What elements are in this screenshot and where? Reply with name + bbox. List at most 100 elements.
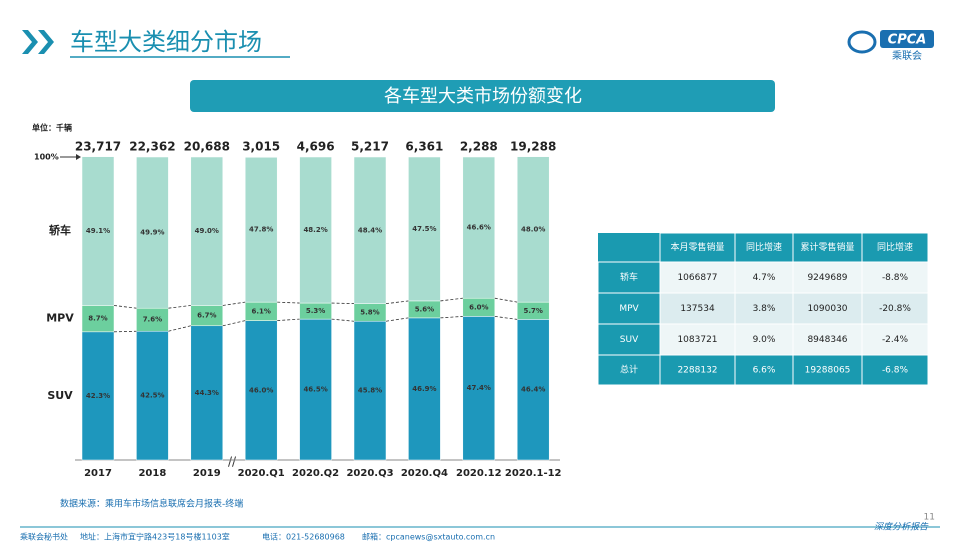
table-cell-text: 6.6% <box>753 366 776 376</box>
total-label: 3,015 <box>242 140 280 154</box>
connector <box>385 300 409 305</box>
data-label: 42.3% <box>86 392 110 400</box>
bar-segment <box>81 156 115 306</box>
table-cell-text: 总计 <box>620 364 638 376</box>
data-label: 48.0% <box>521 225 545 233</box>
page-number: 11 <box>924 513 935 523</box>
chart-title: 各车型大类市场份额变化 <box>384 86 582 107</box>
table-header-cell <box>861 232 929 263</box>
connector <box>113 305 137 309</box>
table-cell-text: -20.8% <box>879 304 911 314</box>
table-header: 本月零售销量 <box>670 241 724 253</box>
total-label: 2,288 <box>460 140 498 154</box>
series-label: MPV <box>46 312 74 325</box>
x-tick-label: 2020.Q2 <box>292 468 339 479</box>
data-label: 6.7% <box>197 312 216 320</box>
bar-segment <box>353 156 387 304</box>
table-cell-text: 137534 <box>680 304 715 314</box>
connector <box>113 330 137 333</box>
unit-label: 单位：千辆 <box>32 123 72 133</box>
data-label: 5.6% <box>415 305 434 313</box>
table-header-cell <box>659 232 736 263</box>
bar-segment <box>408 156 441 302</box>
footer-phone: 电话：021-52680968 <box>262 532 345 542</box>
data-label: 46.6% <box>467 224 491 232</box>
data-label: 5.8% <box>360 308 379 316</box>
bar-segment <box>244 157 278 303</box>
data-label: 47.4% <box>467 384 491 392</box>
connector <box>440 297 463 302</box>
table-cell-text: 轿车 <box>620 271 638 283</box>
table-header: 同比增速 <box>877 241 913 253</box>
table-header-cell <box>792 232 863 263</box>
table-cell <box>792 323 863 356</box>
table-cell <box>861 261 929 294</box>
x-tick-label: 2020.12 <box>456 468 502 479</box>
series-label: 轿车 <box>49 223 71 237</box>
data-label: 46.9% <box>412 385 436 393</box>
data-label: 45.8% <box>358 387 382 395</box>
logo-sub: 乘联会 <box>892 49 922 62</box>
connector <box>277 301 300 304</box>
total-label: 22,362 <box>129 140 175 154</box>
table-cell <box>597 354 661 386</box>
slide-title: 车型大类细分市场 <box>70 28 262 56</box>
total-label: 4,696 <box>297 140 335 154</box>
bar-segment <box>81 331 115 461</box>
connector <box>331 318 355 322</box>
data-label: 46.5% <box>303 386 327 394</box>
table-cell <box>659 261 736 294</box>
data-label: 47.8% <box>249 226 273 234</box>
x-tick-label: 2020.Q4 <box>401 468 448 479</box>
connector <box>168 305 191 309</box>
table-cell <box>792 354 863 386</box>
y-tick-label: 100% <box>34 153 59 162</box>
total-label: 20,688 <box>184 140 230 154</box>
table-cell <box>861 354 929 386</box>
bar-segment <box>244 320 278 461</box>
table-header: 同比增速 <box>746 241 782 253</box>
bar-segment <box>516 319 550 461</box>
data-label: 7.6% <box>143 316 162 324</box>
table-cell-text: 19288065 <box>805 366 851 376</box>
footer-address: 地址：上海市宜宁路423号18号楼1103室 <box>80 532 230 542</box>
bar-segment <box>136 330 169 461</box>
connector <box>222 301 246 306</box>
footer-org: 乘联会秘书处 <box>20 532 68 542</box>
table-header-cell <box>598 233 660 262</box>
x-tick-label: 2020.Q3 <box>346 468 393 479</box>
table-cell-text: 1066877 <box>677 273 717 283</box>
data-label: 44.3% <box>195 389 219 397</box>
total-label: 19,288 <box>510 140 556 154</box>
axis-break: // <box>228 455 237 469</box>
x-tick-label: 2018 <box>138 468 166 479</box>
logo-mark <box>847 30 877 54</box>
data-label: 49.1% <box>86 227 110 235</box>
connector <box>168 325 191 332</box>
bar-segment <box>462 156 496 299</box>
table-cell-text: -8.8% <box>882 273 909 283</box>
x-tick-label: 2020.Q1 <box>238 468 285 479</box>
bar-segment <box>353 320 387 461</box>
table-cell-text: 2288132 <box>677 366 717 376</box>
data-label: 42.5% <box>140 392 164 400</box>
data-label: 48.2% <box>303 226 327 234</box>
series-label: SUV <box>47 389 73 402</box>
data-label: 5.7% <box>523 307 542 315</box>
x-tick-label: 2019 <box>193 468 221 479</box>
data-label: 46.4% <box>521 386 545 394</box>
bar-segment <box>81 305 115 333</box>
footer-email: 邮箱：cpcanews@sxtauto.com.cn <box>362 532 495 542</box>
footer-report: 深度分析报告 <box>874 522 929 533</box>
connector <box>494 297 518 303</box>
data-label: 8.7% <box>88 315 107 323</box>
table-cell-text: 3.8% <box>753 304 776 314</box>
total-label: 23,717 <box>75 140 121 154</box>
data-label: 48.4% <box>358 226 382 234</box>
connector <box>277 318 300 322</box>
table-cell-text: 1090030 <box>807 304 847 314</box>
connector <box>331 302 355 305</box>
data-label: 49.9% <box>140 229 164 237</box>
table-cell <box>861 323 929 356</box>
